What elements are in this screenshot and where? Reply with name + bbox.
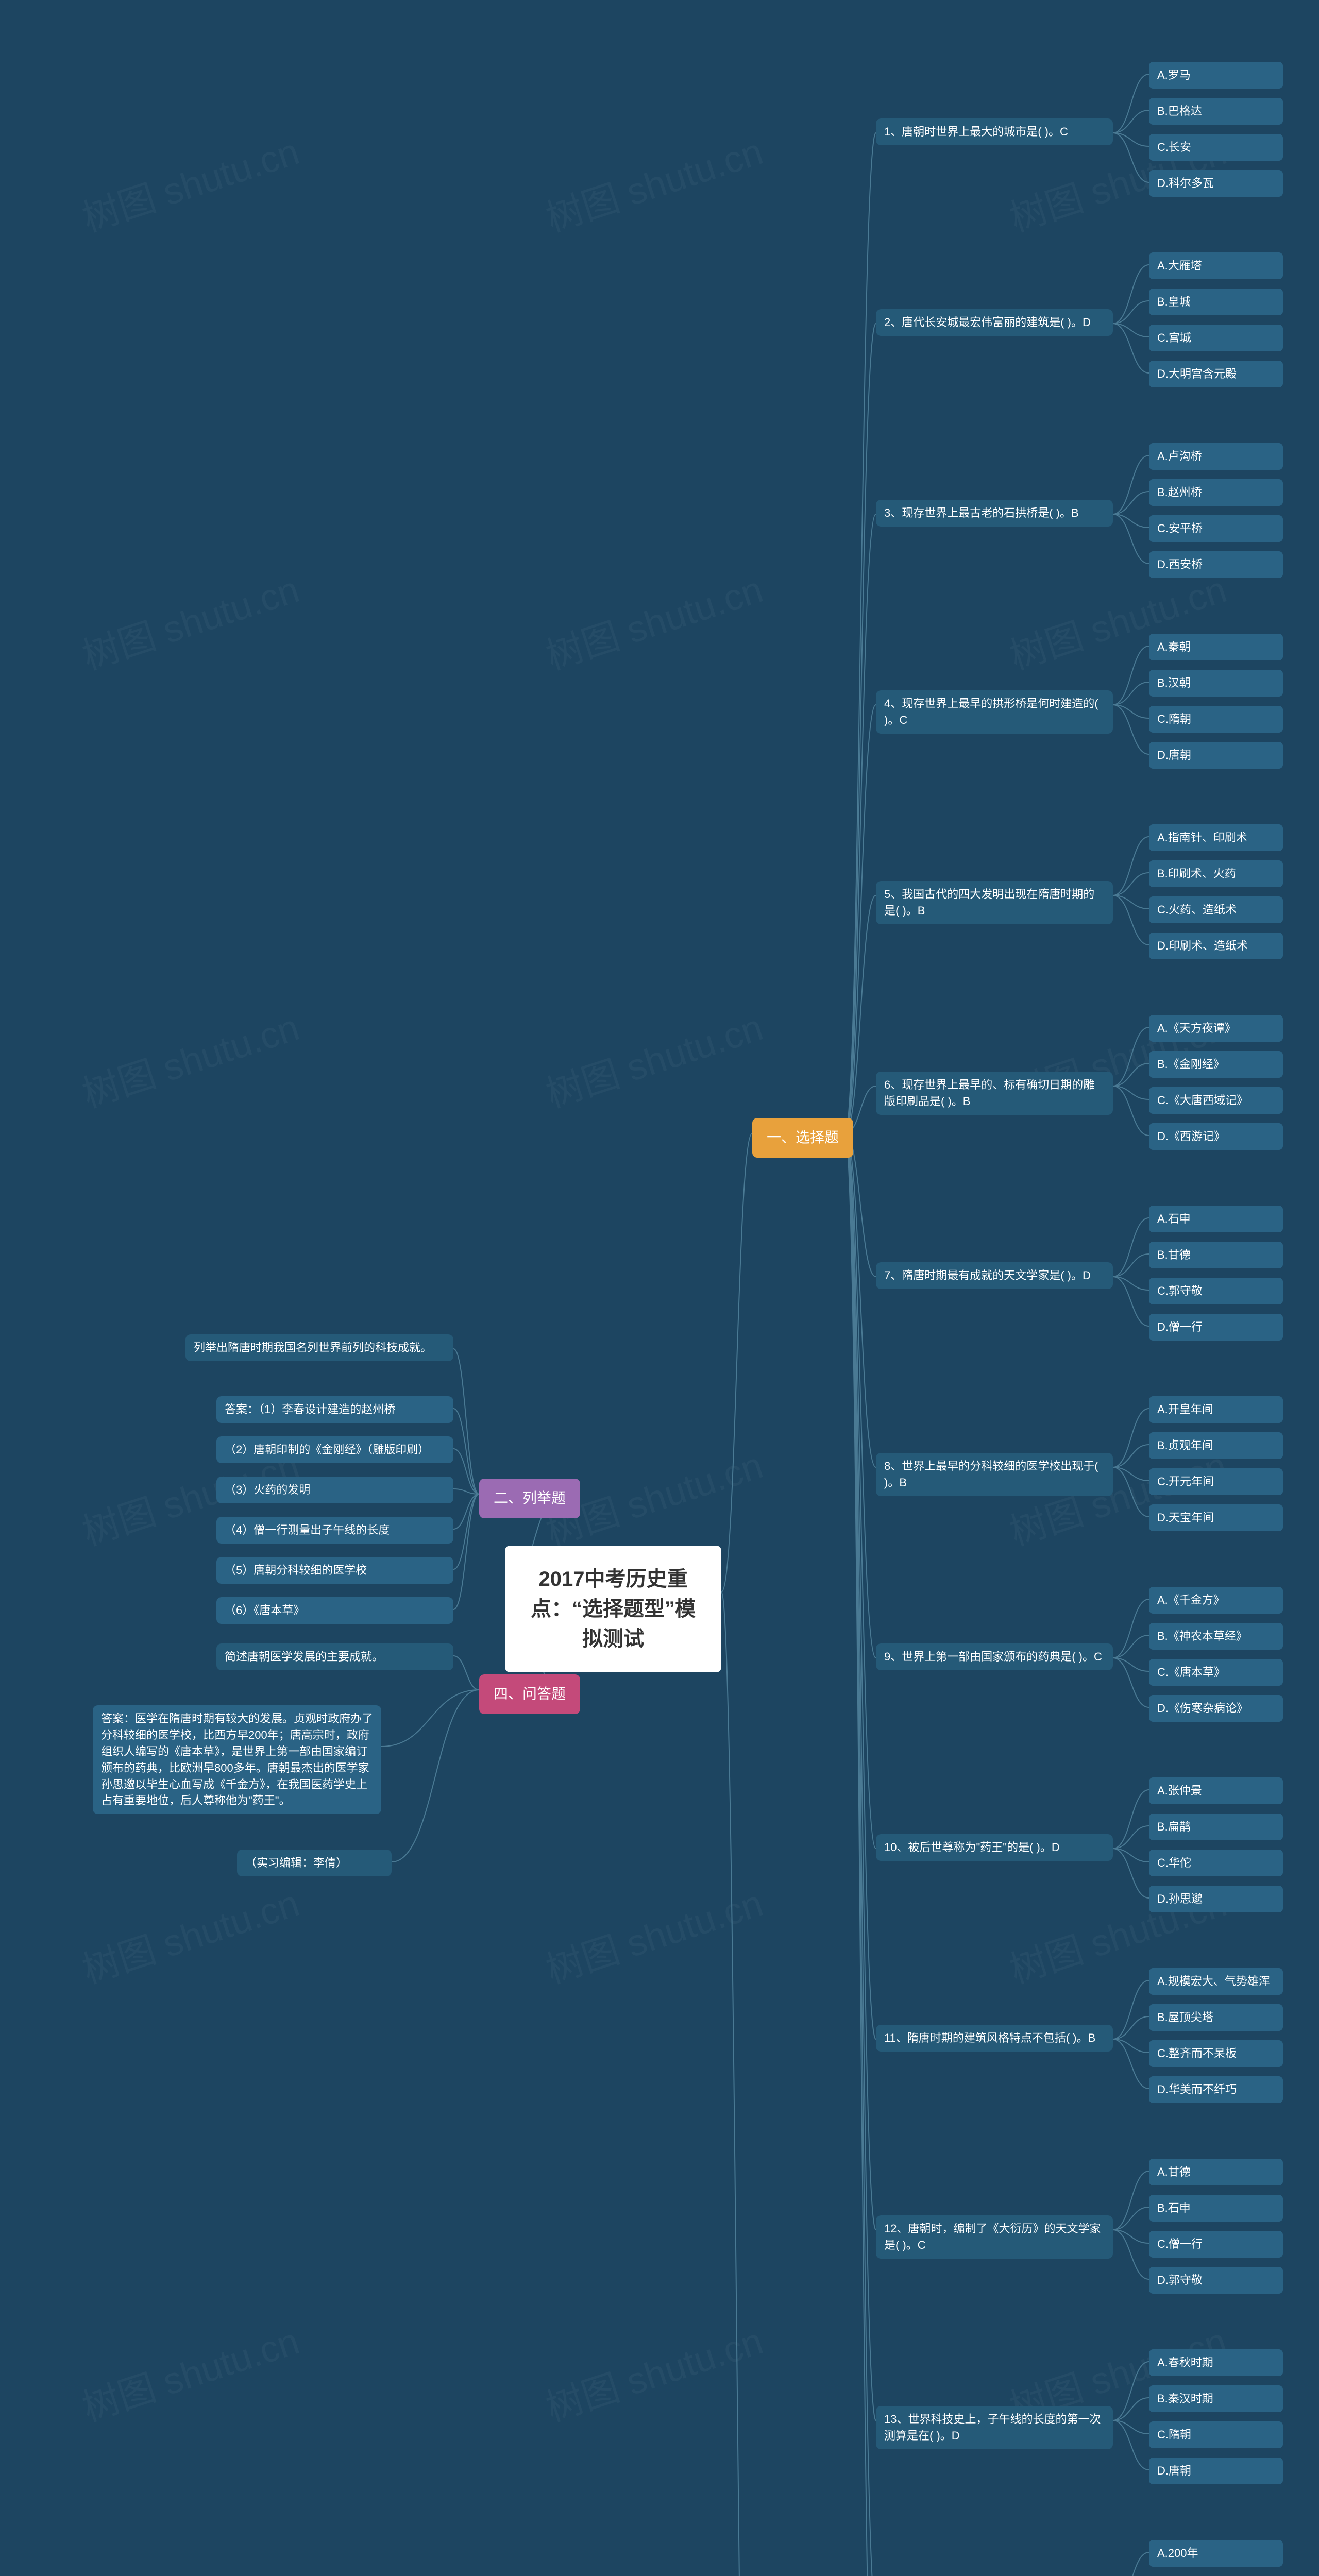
option-node[interactable]: B.《神农本草经》 bbox=[1149, 1623, 1283, 1650]
question-node[interactable]: 3、现存世界上最古老的石拱桥是( )。B bbox=[876, 500, 1113, 527]
option-node[interactable]: B.赵州桥 bbox=[1149, 479, 1283, 506]
option-node[interactable]: B.甘德 bbox=[1149, 1242, 1283, 1268]
question-node[interactable]: 11、隋唐时期的建筑风格特点不包括( )。B bbox=[876, 2025, 1113, 2052]
option-node[interactable]: B.秦汉时期 bbox=[1149, 2385, 1283, 2412]
list-item[interactable]: 答案：（1）李春设计建造的赵州桥 bbox=[216, 1396, 453, 1423]
question-node[interactable]: 5、我国古代的四大发明出现在隋唐时期的是( )。B bbox=[876, 881, 1113, 924]
option-node[interactable]: C.华佗 bbox=[1149, 1850, 1283, 1876]
question-node[interactable]: 1、唐朝时世界上最大的城市是( )。C bbox=[876, 118, 1113, 145]
question-node[interactable]: 13、世界科技史上，子午线的长度的第一次测算是在( )。D bbox=[876, 2406, 1113, 2449]
question-node[interactable]: 2、唐代长安城最宏伟富丽的建筑是( )。D bbox=[876, 309, 1113, 336]
list-item[interactable]: （2）唐朝印制的《金刚经》（雕版印刷） bbox=[216, 1436, 453, 1463]
option-node[interactable]: A.200年 bbox=[1149, 2540, 1283, 2567]
branch-choice[interactable]: 一、选择题 bbox=[752, 1118, 853, 1158]
option-node[interactable]: A.大雁塔 bbox=[1149, 252, 1283, 279]
option-node[interactable]: A.《天方夜谭》 bbox=[1149, 1015, 1283, 1042]
option-node[interactable]: A.规模宏大、气势雄浑 bbox=[1149, 1968, 1283, 1995]
option-node[interactable]: D.西安桥 bbox=[1149, 551, 1283, 578]
option-node[interactable]: D.《伤寒杂病论》 bbox=[1149, 1695, 1283, 1722]
option-node[interactable]: C.僧一行 bbox=[1149, 2231, 1283, 2258]
option-node[interactable]: C.《大唐西域记》 bbox=[1149, 1087, 1283, 1114]
option-node[interactable]: C.宫城 bbox=[1149, 325, 1283, 351]
option-node[interactable]: C.整齐而不呆板 bbox=[1149, 2040, 1283, 2067]
option-node[interactable]: A.甘德 bbox=[1149, 2159, 1283, 2185]
question-node[interactable]: 6、现存世界上最早的、标有确切日期的雕版印刷品是( )。B bbox=[876, 1072, 1113, 1115]
qa-answer: 答案：医学在隋唐时期有较大的发展。贞观时政府办了分科较细的医学校，比西方早200… bbox=[93, 1705, 381, 1814]
option-node[interactable]: A.卢沟桥 bbox=[1149, 443, 1283, 470]
question-node[interactable]: 4、现存世界上最早的拱形桥是何时建造的( )。C bbox=[876, 690, 1113, 734]
list-item[interactable]: （5）唐朝分科较细的医学校 bbox=[216, 1557, 453, 1584]
question-node[interactable]: 8、世界上最早的分科较细的医学校出现于( )。B bbox=[876, 1453, 1113, 1496]
option-node[interactable]: A.秦朝 bbox=[1149, 634, 1283, 660]
option-node[interactable]: B.石申 bbox=[1149, 2195, 1283, 2222]
list-item[interactable]: （6）《唐本草》 bbox=[216, 1597, 453, 1624]
option-node[interactable]: C.安平桥 bbox=[1149, 515, 1283, 542]
question-node[interactable]: 10、被后世尊称为"药王"的是( )。D bbox=[876, 1834, 1113, 1861]
option-node[interactable]: D.郭守敬 bbox=[1149, 2267, 1283, 2294]
list-item[interactable]: （3）火药的发明 bbox=[216, 1477, 453, 1503]
option-node[interactable]: C.隋朝 bbox=[1149, 706, 1283, 733]
option-node[interactable]: A.《千金方》 bbox=[1149, 1587, 1283, 1614]
option-node[interactable]: D.《西游记》 bbox=[1149, 1123, 1283, 1150]
center-node[interactable]: 2017中考历史重点：“选择题型”模拟测试 bbox=[505, 1546, 721, 1672]
option-node[interactable]: A.张仲景 bbox=[1149, 1777, 1283, 1804]
option-node[interactable]: D.唐朝 bbox=[1149, 742, 1283, 769]
list-item[interactable]: （4）僧一行测量出子午线的长度 bbox=[216, 1517, 453, 1544]
option-node[interactable]: A.春秋时期 bbox=[1149, 2349, 1283, 2376]
qa-credit: （实习编辑：李倩） bbox=[237, 1850, 392, 1876]
option-node[interactable]: C.火药、造纸术 bbox=[1149, 896, 1283, 923]
option-node[interactable]: A.开皇年间 bbox=[1149, 1396, 1283, 1423]
option-node[interactable]: D.孙思邈 bbox=[1149, 1886, 1283, 1912]
question-node[interactable]: 12、唐朝时，编制了《大衍历》的天文学家是( )。C bbox=[876, 2215, 1113, 2259]
option-node[interactable]: D.科尔多瓦 bbox=[1149, 170, 1283, 197]
option-node[interactable]: D.印刷术、造纸术 bbox=[1149, 933, 1283, 959]
option-node[interactable]: D.大明宫含元殿 bbox=[1149, 361, 1283, 387]
option-node[interactable]: B.皇城 bbox=[1149, 289, 1283, 315]
option-node[interactable]: A.石申 bbox=[1149, 1206, 1283, 1232]
option-node[interactable]: B.贞观年间 bbox=[1149, 1432, 1283, 1459]
option-node[interactable]: B.《金刚经》 bbox=[1149, 1051, 1283, 1078]
option-node[interactable]: A.罗马 bbox=[1149, 62, 1283, 89]
question-node[interactable]: 7、隋唐时期最有成就的天文学家是( )。D bbox=[876, 1262, 1113, 1289]
option-node[interactable]: D.僧一行 bbox=[1149, 1314, 1283, 1341]
option-node[interactable]: D.华美而不纤巧 bbox=[1149, 2076, 1283, 2103]
option-node[interactable]: B.屋顶尖塔 bbox=[1149, 2004, 1283, 2031]
option-node[interactable]: C.郭守敬 bbox=[1149, 1278, 1283, 1304]
option-node[interactable]: B.扁鹊 bbox=[1149, 1814, 1283, 1840]
option-node[interactable]: D.唐朝 bbox=[1149, 2458, 1283, 2484]
option-node[interactable]: B.印刷术、火药 bbox=[1149, 860, 1283, 887]
list-intro: 列举出隋唐时期我国名列世界前列的科技成就。 bbox=[185, 1334, 453, 1361]
option-node[interactable]: C.长安 bbox=[1149, 134, 1283, 161]
option-node[interactable]: B.巴格达 bbox=[1149, 98, 1283, 125]
option-node[interactable]: C.《唐本草》 bbox=[1149, 1659, 1283, 1686]
qa-intro: 简述唐朝医学发展的主要成就。 bbox=[216, 1643, 453, 1670]
branch-list[interactable]: 二、列举题 bbox=[479, 1479, 580, 1518]
option-node[interactable]: D.天宝年间 bbox=[1149, 1504, 1283, 1531]
option-node[interactable]: A.指南针、印刷术 bbox=[1149, 824, 1283, 851]
option-node[interactable]: C.隋朝 bbox=[1149, 2421, 1283, 2448]
question-node[interactable]: 9、世界上第一部由国家颁布的药典是( )。C bbox=[876, 1643, 1113, 1670]
branch-qa[interactable]: 四、问答题 bbox=[479, 1674, 580, 1714]
option-node[interactable]: B.汉朝 bbox=[1149, 670, 1283, 697]
option-node[interactable]: C.开元年间 bbox=[1149, 1468, 1283, 1495]
